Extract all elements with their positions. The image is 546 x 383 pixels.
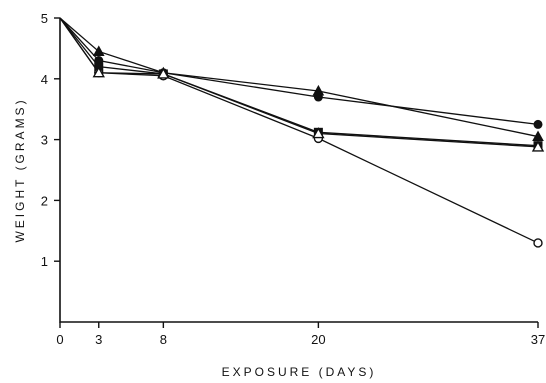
data-point-open-triangle — [312, 127, 325, 139]
data-point-open-triangle — [531, 140, 545, 152]
series-line-open-triangle — [59, 17, 539, 148]
data-point-filled-triangle — [92, 45, 105, 56]
axes: 1 2 3 4 5 0 3 8 20 37 — [41, 11, 545, 347]
y-tick-label: 3 — [41, 133, 48, 148]
x-axis-title: EXPOSURE (DAYS) — [222, 365, 377, 379]
series-line-open-circle — [59, 17, 539, 244]
data-point-filled-triangle — [312, 84, 325, 96]
x-tick-label: 20 — [311, 332, 325, 347]
y-axis-title: WEIGHT (GRAMS) — [13, 97, 27, 242]
x-tick-label: 8 — [160, 332, 167, 347]
series-line-filled-circle — [59, 17, 539, 126]
y-tick-label: 1 — [41, 254, 48, 269]
axis-frame — [59, 18, 538, 323]
x-tick-label: 37 — [531, 332, 545, 347]
data-point-open-circle — [533, 238, 543, 248]
y-tick-label: 4 — [41, 72, 48, 87]
series-line-filled-triangle — [59, 17, 539, 138]
x-tick-label: 3 — [95, 332, 102, 347]
data-point-open-triangle — [157, 67, 170, 79]
x-tick-label: 0 — [56, 332, 63, 347]
y-tick-label: 2 — [41, 193, 48, 208]
y-tick-label: 5 — [41, 11, 48, 26]
series-layer — [59, 17, 545, 248]
data-point-open-triangle — [92, 66, 105, 78]
data-point-filled-circle — [533, 119, 543, 129]
